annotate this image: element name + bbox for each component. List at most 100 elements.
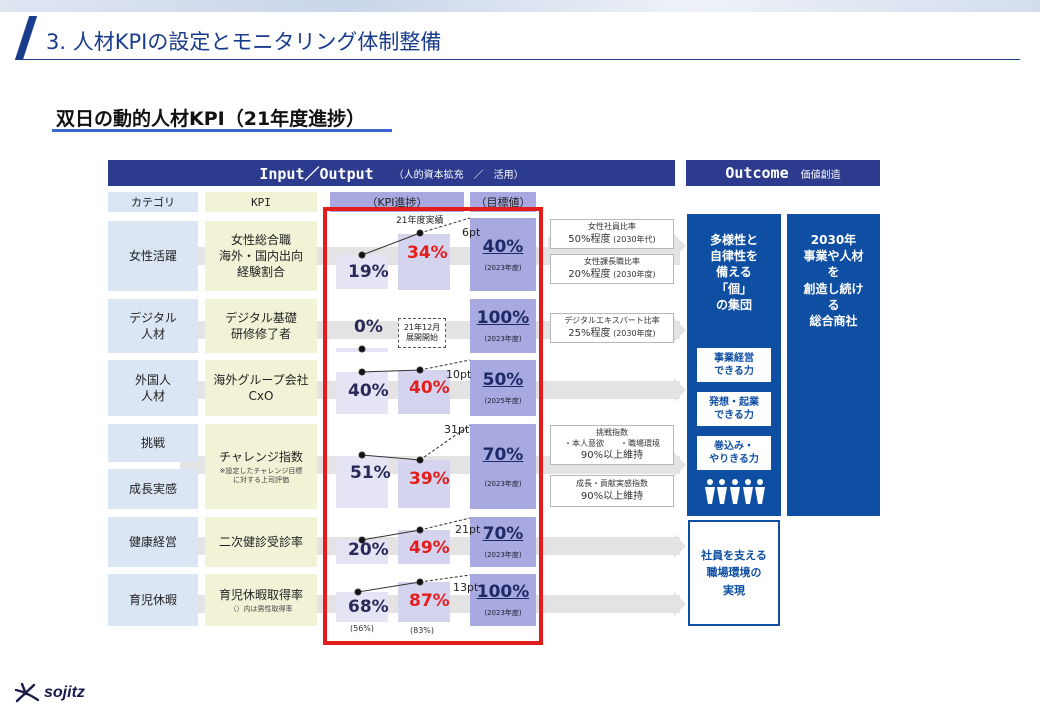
category-label: デジタル 人材 <box>129 310 177 341</box>
info-box: デジタルエキスパート比率 25%程度 (2030年度) <box>550 313 674 343</box>
goal-cell: 70% (2023年度) <box>470 424 536 509</box>
info-box-note: (2030年度) <box>613 269 656 279</box>
current-value: 87% <box>409 591 450 611</box>
info-box: 挑戦指数 ・本人意欲 ・職場環境 90%以上維持 <box>550 425 674 465</box>
kpi-label: 育児休暇取得率 <box>218 587 303 602</box>
category-label: 成長実感 <box>128 481 177 496</box>
info-box-title: 成長・貢献実感指数 <box>576 479 648 489</box>
logo-text: sojitz <box>44 684 85 701</box>
progress-bar-current <box>398 370 450 414</box>
info-box-title: 挑戦指数 ・本人意欲 ・職場環境 <box>564 428 660 448</box>
category-label: 挑戦 <box>140 435 165 450</box>
goal-value: 70% <box>482 524 524 544</box>
deploy-start-note: 21年12月 展開開始 <box>398 318 446 348</box>
kpi-label: 海外グループ会社 CxO <box>213 372 309 403</box>
arrow-head <box>674 378 686 402</box>
prev-value: 51% <box>350 463 391 483</box>
info-box-title: 女性社員比率 <box>588 222 636 232</box>
info-box-value: 90%以上維持 <box>580 449 644 461</box>
arrow-bar <box>548 595 674 613</box>
info-box-title: 女性課長職比率 <box>584 257 640 267</box>
arrow-bar <box>548 381 674 399</box>
arrow-head <box>674 534 686 558</box>
info-box: 女性社員比率 50%程度 (2030年代) <box>550 219 674 249</box>
category-cell: 成長実感 <box>108 469 198 509</box>
point-diff-label: 31pt <box>444 423 470 436</box>
input-output-label: Input／Output <box>259 164 374 183</box>
goal-year: (2023年度) <box>484 263 522 272</box>
arrow-head <box>674 318 686 342</box>
point-diff-label: 21pt <box>455 523 481 536</box>
header-rule <box>22 59 1020 60</box>
category-cell: 女性活躍 <box>108 221 198 291</box>
category-label: 健康経営 <box>128 534 177 549</box>
outcome-box-workplace: 社員を支える 職場環境の 実現 <box>688 520 780 626</box>
prev-value: 20% <box>348 540 389 560</box>
kpi-cell: 女性総合職 海外・国内出向 経験割合 <box>205 221 317 291</box>
info-box-value: 25%程度 <box>568 327 611 339</box>
top-decorative-band <box>0 0 1040 12</box>
ability-box: 発想・起業 できる力 <box>697 392 771 426</box>
column-header-progress: （KPI進捗） <box>330 192 464 212</box>
info-box-value: 50%程度 <box>568 233 611 245</box>
goal-value: 40% <box>482 236 524 257</box>
progress-bar-current <box>398 460 450 508</box>
category-cell: 外国人 人材 <box>108 360 198 416</box>
kpi-label: デジタル基礎 研修修了者 <box>225 310 297 341</box>
outcome-box-vision: 2030年 事業や人材 を 創造し続け る 総合商社 <box>787 214 880 516</box>
info-box-title: デジタルエキスパート比率 <box>564 316 660 326</box>
info-box-value: 90%以上維持 <box>580 490 644 502</box>
progress-bar-prev <box>336 456 388 508</box>
kpi-label: チャレンジ指数 <box>219 449 303 464</box>
category-cell: デジタル 人材 <box>108 299 198 353</box>
kpi-cell: 育児休暇取得率 （）内は男性取得率 <box>205 574 317 626</box>
outcome-vision-text: 2030年 事業や人材 を 創造し続け る 総合商社 <box>803 233 864 328</box>
progress-bar-prev <box>336 372 388 414</box>
kpi-cell: チャレンジ指数 ※設定したチャレンジ目標 に対する上司評価 <box>205 424 317 509</box>
kpi-cell: 二次健診受診率 <box>205 517 317 567</box>
column-header-goal: （目標値） <box>470 192 536 212</box>
section-subtitle: 双日の動的人材KPI（21年度進捗） <box>56 108 366 130</box>
point-diff-label: 10pt <box>446 368 472 381</box>
current-value: 49% <box>409 538 450 558</box>
goal-year: (2023年度) <box>484 479 522 488</box>
goal-value: 50% <box>482 370 524 390</box>
goal-cell: 100% (2023年度) <box>470 574 536 626</box>
goal-year: (2023年度) <box>484 609 522 617</box>
arrow-head <box>674 453 686 477</box>
goal-year: (2025年度) <box>484 397 522 405</box>
outcome-sub: 価値創造 <box>800 169 841 181</box>
input-output-band: Input／Output （人的資本拡充 ／ 活用） <box>108 160 675 186</box>
prev-value: 0% <box>354 317 383 337</box>
subtitle-underline <box>52 129 392 132</box>
kpi-label: 女性総合職 海外・国内出向 経験割合 <box>218 232 303 280</box>
outcome-label: Outcome <box>725 164 789 182</box>
goal-cell: 100% (2023年度) <box>470 299 536 353</box>
kpi-cell: デジタル基礎 研修修了者 <box>205 299 317 353</box>
category-cell: 健康経営 <box>108 517 198 567</box>
goal-cell: 40% (2023年度) <box>470 218 536 291</box>
goal-year: (2023年度) <box>484 551 522 559</box>
arrow-head <box>674 234 686 258</box>
category-label: 外国人 人材 <box>134 372 171 403</box>
kpi-label: 二次健診受診率 <box>218 534 303 549</box>
prev-sub-value: (56%) <box>350 624 375 633</box>
progress-bar-prev <box>336 348 388 352</box>
prev-value: 40% <box>348 381 389 401</box>
outcome-band: Outcome 価値創造 <box>686 160 880 186</box>
goal-cell: 50% (2025年度) <box>470 360 536 416</box>
category-label: 育児休暇 <box>128 592 177 607</box>
actual-label: 21年度実績 <box>396 216 444 226</box>
kpi-note: （）内は男性取得率 <box>229 604 293 613</box>
ability-box: 巻込み・ やりきる力 <box>697 436 771 470</box>
current-value: 39% <box>409 469 450 489</box>
sojitz-logo-icon <box>14 682 40 703</box>
category-label: 女性活躍 <box>128 248 177 263</box>
goal-cell: 70% (2023年度) <box>470 517 536 567</box>
column-header-category: カテゴリ <box>108 192 198 212</box>
ability-box: 事業経営 できる力 <box>697 348 771 382</box>
progress-bar-prev <box>336 592 388 622</box>
info-box-value: 20%程度 <box>568 268 611 280</box>
info-box: 成長・貢献実感指数 90%以上維持 <box>550 475 674 507</box>
sojitz-logo: sojitz <box>14 680 85 706</box>
